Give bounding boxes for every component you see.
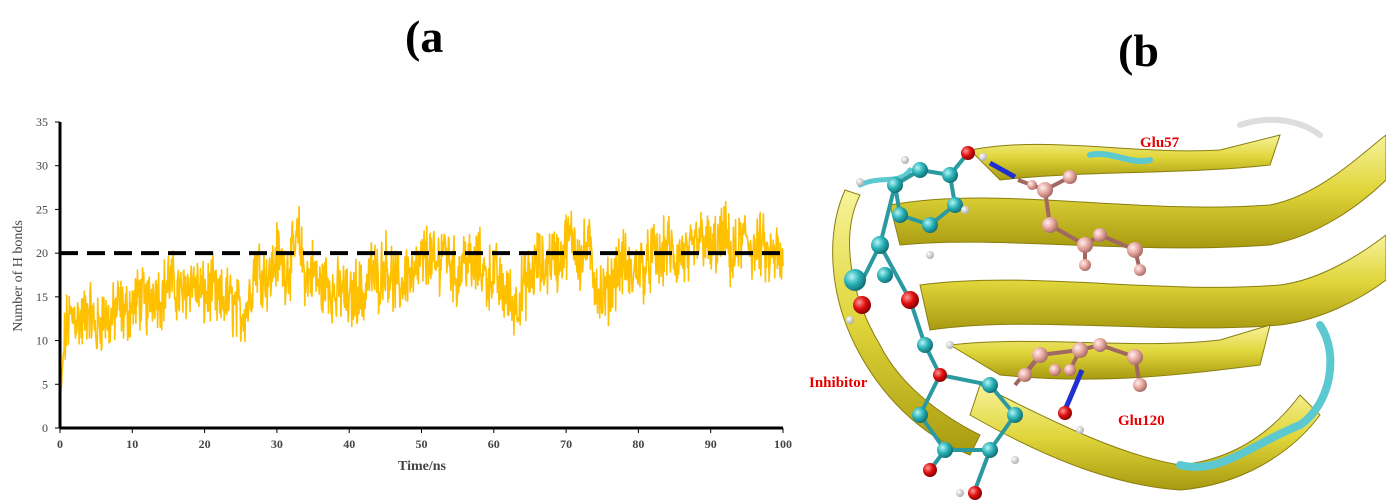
y-tick-label: 20 xyxy=(36,246,48,260)
y-tick-label: 25 xyxy=(36,202,48,216)
x-tick-label: 40 xyxy=(343,437,355,451)
y-tick-label: 30 xyxy=(36,159,48,173)
beta-sheet-ribbons xyxy=(832,116,1386,491)
y-tick-label: 15 xyxy=(36,290,48,304)
x-tick-label: 20 xyxy=(199,437,211,451)
glu120-residue xyxy=(1013,338,1147,392)
panel-b-label: (b xyxy=(1118,25,1159,76)
x-tick-label: 60 xyxy=(488,437,500,451)
hbond-series-line xyxy=(59,200,784,411)
x-tick-label: 50 xyxy=(416,437,428,451)
x-tick-label: 10 xyxy=(126,437,138,451)
panel-a-label: (a xyxy=(405,11,444,62)
x-tick-label: 100 xyxy=(774,437,792,451)
glu57-residue xyxy=(1017,170,1146,276)
inhibitor-label: Inhibitor xyxy=(809,375,868,391)
y-tick-label: 35 xyxy=(36,115,48,129)
chart-axes: 0 5 10 15 20 25 30 35 0 10 20 30 40 50 60 70 80 90 100 xyxy=(36,115,792,451)
y-tick-label: 5 xyxy=(42,377,48,391)
glu120-label: Glu120 xyxy=(1118,413,1165,429)
x-tick-label: 80 xyxy=(632,437,644,451)
x-axis-title: Time/ns xyxy=(398,459,447,474)
y-axis-title: Number of H bonds xyxy=(11,220,26,332)
glu57-label: Glu57 xyxy=(1140,135,1180,151)
protein-structure-image: Glu57 Glu120 Inhibitor xyxy=(809,116,1386,500)
x-tick-label: 70 xyxy=(560,437,572,451)
x-tick-label: 90 xyxy=(705,437,717,451)
hbond-line-chart: 0 5 10 15 20 25 30 35 0 10 20 30 40 50 60 70 80 90 100 Num… xyxy=(11,115,792,474)
y-tick-label: 0 xyxy=(42,421,48,435)
inhibitor-atoms xyxy=(844,146,1023,500)
x-tick-label: 0 xyxy=(57,437,63,451)
chart-plot-area xyxy=(59,200,788,411)
hydrogen-bond-lines xyxy=(988,160,1085,434)
y-tick-label: 10 xyxy=(36,334,48,348)
x-tick-label: 30 xyxy=(271,437,283,451)
